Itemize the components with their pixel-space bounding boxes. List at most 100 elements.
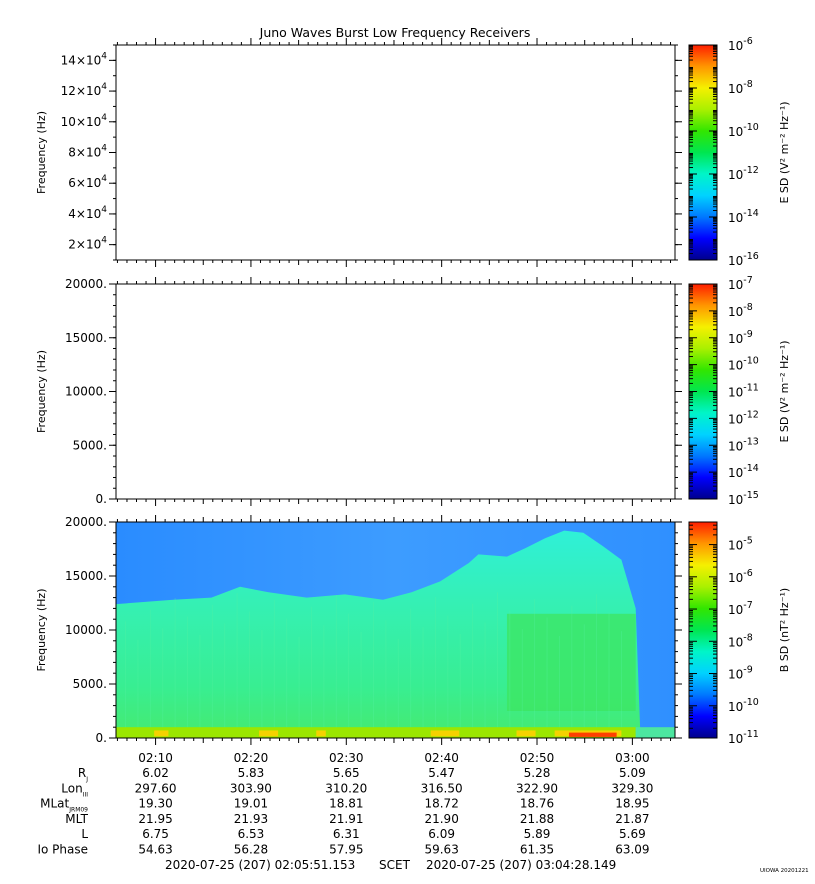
colorbar-tick-label: 10-10: [728, 697, 759, 714]
ephemeris-value: 5.28: [524, 766, 551, 780]
colorbar-tick-label: 10-16: [728, 251, 759, 268]
ephemeris-value: 19.01: [234, 797, 268, 811]
colorbar-tick-label: 10-11: [728, 383, 759, 400]
colorbar-tick-label: 10-6: [728, 36, 753, 53]
ephemeris-value: 57.95: [329, 843, 363, 857]
y-tick-label: 15000.: [65, 331, 107, 345]
ephemeris-value: 18.95: [615, 797, 649, 811]
colorbar-tick-label: 10-14: [728, 208, 759, 225]
ephemeris-value: 21.91: [329, 812, 363, 826]
time-range-start: 2020-07-25 (207) 02:05:51.153: [165, 858, 355, 872]
colorbar-tick-label: 10-9: [728, 329, 753, 346]
ephemeris-value: 21.93: [234, 812, 268, 826]
ephemeris-value: 63.09: [615, 843, 649, 857]
low-frequency-band: [116, 727, 636, 738]
ephemeris-value: 18.76: [520, 797, 554, 811]
ephemeris-value: 322.90: [516, 781, 558, 795]
colorbar-frame: [688, 44, 718, 261]
colorbar-tick-label: 10-12: [728, 409, 759, 426]
ephemeris-value: 59.63: [424, 843, 458, 857]
ephemeris-value: 6.53: [238, 827, 265, 841]
y-tick-label: 20000.: [65, 515, 107, 529]
colorbar-tick-label: 10-7: [728, 275, 753, 292]
colorbar: [689, 522, 717, 738]
x-tick-label: 02:50: [520, 751, 555, 765]
ephemeris-value: 6.09: [428, 827, 455, 841]
ephemeris-value: 5.65: [333, 766, 360, 780]
ephemeris-value: 61.35: [520, 843, 554, 857]
time-range-end: 2020-07-25 (207) 03:04:28.149: [426, 858, 616, 872]
colorbar-tick-label: 10-12: [728, 165, 759, 182]
y-tick-label: 15000.: [65, 569, 107, 583]
y-tick-label: 10×104: [61, 113, 108, 129]
colorbar-tick-label: 10-7: [728, 600, 753, 617]
ephemeris-value: 18.72: [424, 797, 458, 811]
colorbar-tick-label: 10-6: [728, 568, 753, 585]
colorbar-label: E SD (V² m⁻² Hz⁻¹): [778, 101, 791, 203]
y-tick-label: 5000.: [73, 677, 107, 691]
ephemeris-value: 316.50: [421, 781, 463, 795]
y-tick-label: 0.: [96, 731, 107, 745]
colorbar-tick-label: 10-5: [728, 536, 753, 553]
ephemeris-label: MLT: [65, 812, 88, 826]
ephemeris-value: 56.28: [234, 843, 268, 857]
credit-label: UIOWA 20201221: [760, 868, 809, 874]
ephemeris-value: 19.30: [138, 797, 172, 811]
ephemeris-value: 5.47: [428, 766, 455, 780]
x-tick-label: 02:10: [138, 751, 173, 765]
x-tick-label: 02:40: [424, 751, 459, 765]
panel-top: 2×104 4×104 6×104 8×104 10×104 12×104 14×104 Fr…: [35, 36, 791, 268]
ephemeris-value: 21.87: [615, 812, 649, 826]
ephemeris-value: 18.81: [329, 797, 363, 811]
y-tick-label: 10000.: [65, 385, 107, 399]
ephemeris-value: 5.83: [238, 766, 265, 780]
peak-patch: [568, 732, 617, 737]
ephemeris-value: 21.95: [138, 812, 172, 826]
ephemeris-value: 6.75: [142, 827, 169, 841]
colorbar-frame: [688, 521, 718, 739]
colorbar: [689, 45, 717, 260]
y-tick-label: 8×104: [68, 144, 107, 160]
ephemeris-value: 310.20: [325, 781, 367, 795]
y-tick-label: 12×104: [61, 82, 108, 98]
chart-title: Juno Waves Burst Low Frequency Receivers: [259, 25, 531, 40]
emission-core: [506, 613, 636, 711]
y-axis-label: Frequency (Hz): [35, 350, 48, 433]
intense-patch: [516, 730, 536, 737]
y-tick-label: 4×104: [68, 205, 107, 221]
low-frequency-band-after: [635, 727, 675, 738]
ephemeris-value: 303.90: [230, 781, 272, 795]
intense-patch: [316, 730, 326, 737]
ephemeris-value: 5.09: [619, 766, 646, 780]
y-tick-label: 20000.: [65, 277, 107, 291]
ephemeris-value: 21.90: [424, 812, 458, 826]
ephemeris-value: 21.88: [520, 812, 554, 826]
panel-middle: 0. 5000. 10000. 15000. 20000. Frequency (Hz) 1…: [35, 275, 791, 507]
ephemeris-value: 5.89: [524, 827, 551, 841]
y-tick-label: 6×104: [68, 174, 107, 190]
colorbar-label: B SD (nT² Hz⁻¹): [778, 588, 791, 672]
ephemeris-value: 6.02: [142, 766, 169, 780]
x-tick-label: 02:30: [329, 751, 364, 765]
y-axis-label: Frequency (Hz): [35, 589, 48, 672]
ephemeris-value: 329.30: [611, 781, 653, 795]
x-tick-label: 02:20: [234, 751, 269, 765]
ephemeris-value: 54.63: [138, 843, 172, 857]
intense-patch: [430, 730, 460, 737]
y-tick-label: 0.: [96, 492, 107, 506]
y-tick-label: 2×104: [68, 236, 107, 252]
colorbar-tick-label: 10-13: [728, 436, 759, 453]
y-tick-label: 5000.: [73, 438, 107, 452]
ephemeris-value: 297.60: [135, 781, 177, 795]
y-tick-label: 14×104: [61, 51, 108, 67]
colorbar-label: E SD (V² m⁻² Hz⁻¹): [778, 340, 791, 442]
ephemeris-value: 5.69: [619, 827, 646, 841]
plot-area: [116, 45, 675, 260]
ephemeris-label: Io Phase: [37, 843, 88, 857]
plot-area: [116, 284, 675, 499]
intense-patch: [154, 730, 169, 737]
x-tick-label: 03:00: [615, 751, 650, 765]
colorbar-tick-label: 10-14: [728, 463, 759, 480]
colorbar-tick-label: 10-8: [728, 79, 753, 96]
